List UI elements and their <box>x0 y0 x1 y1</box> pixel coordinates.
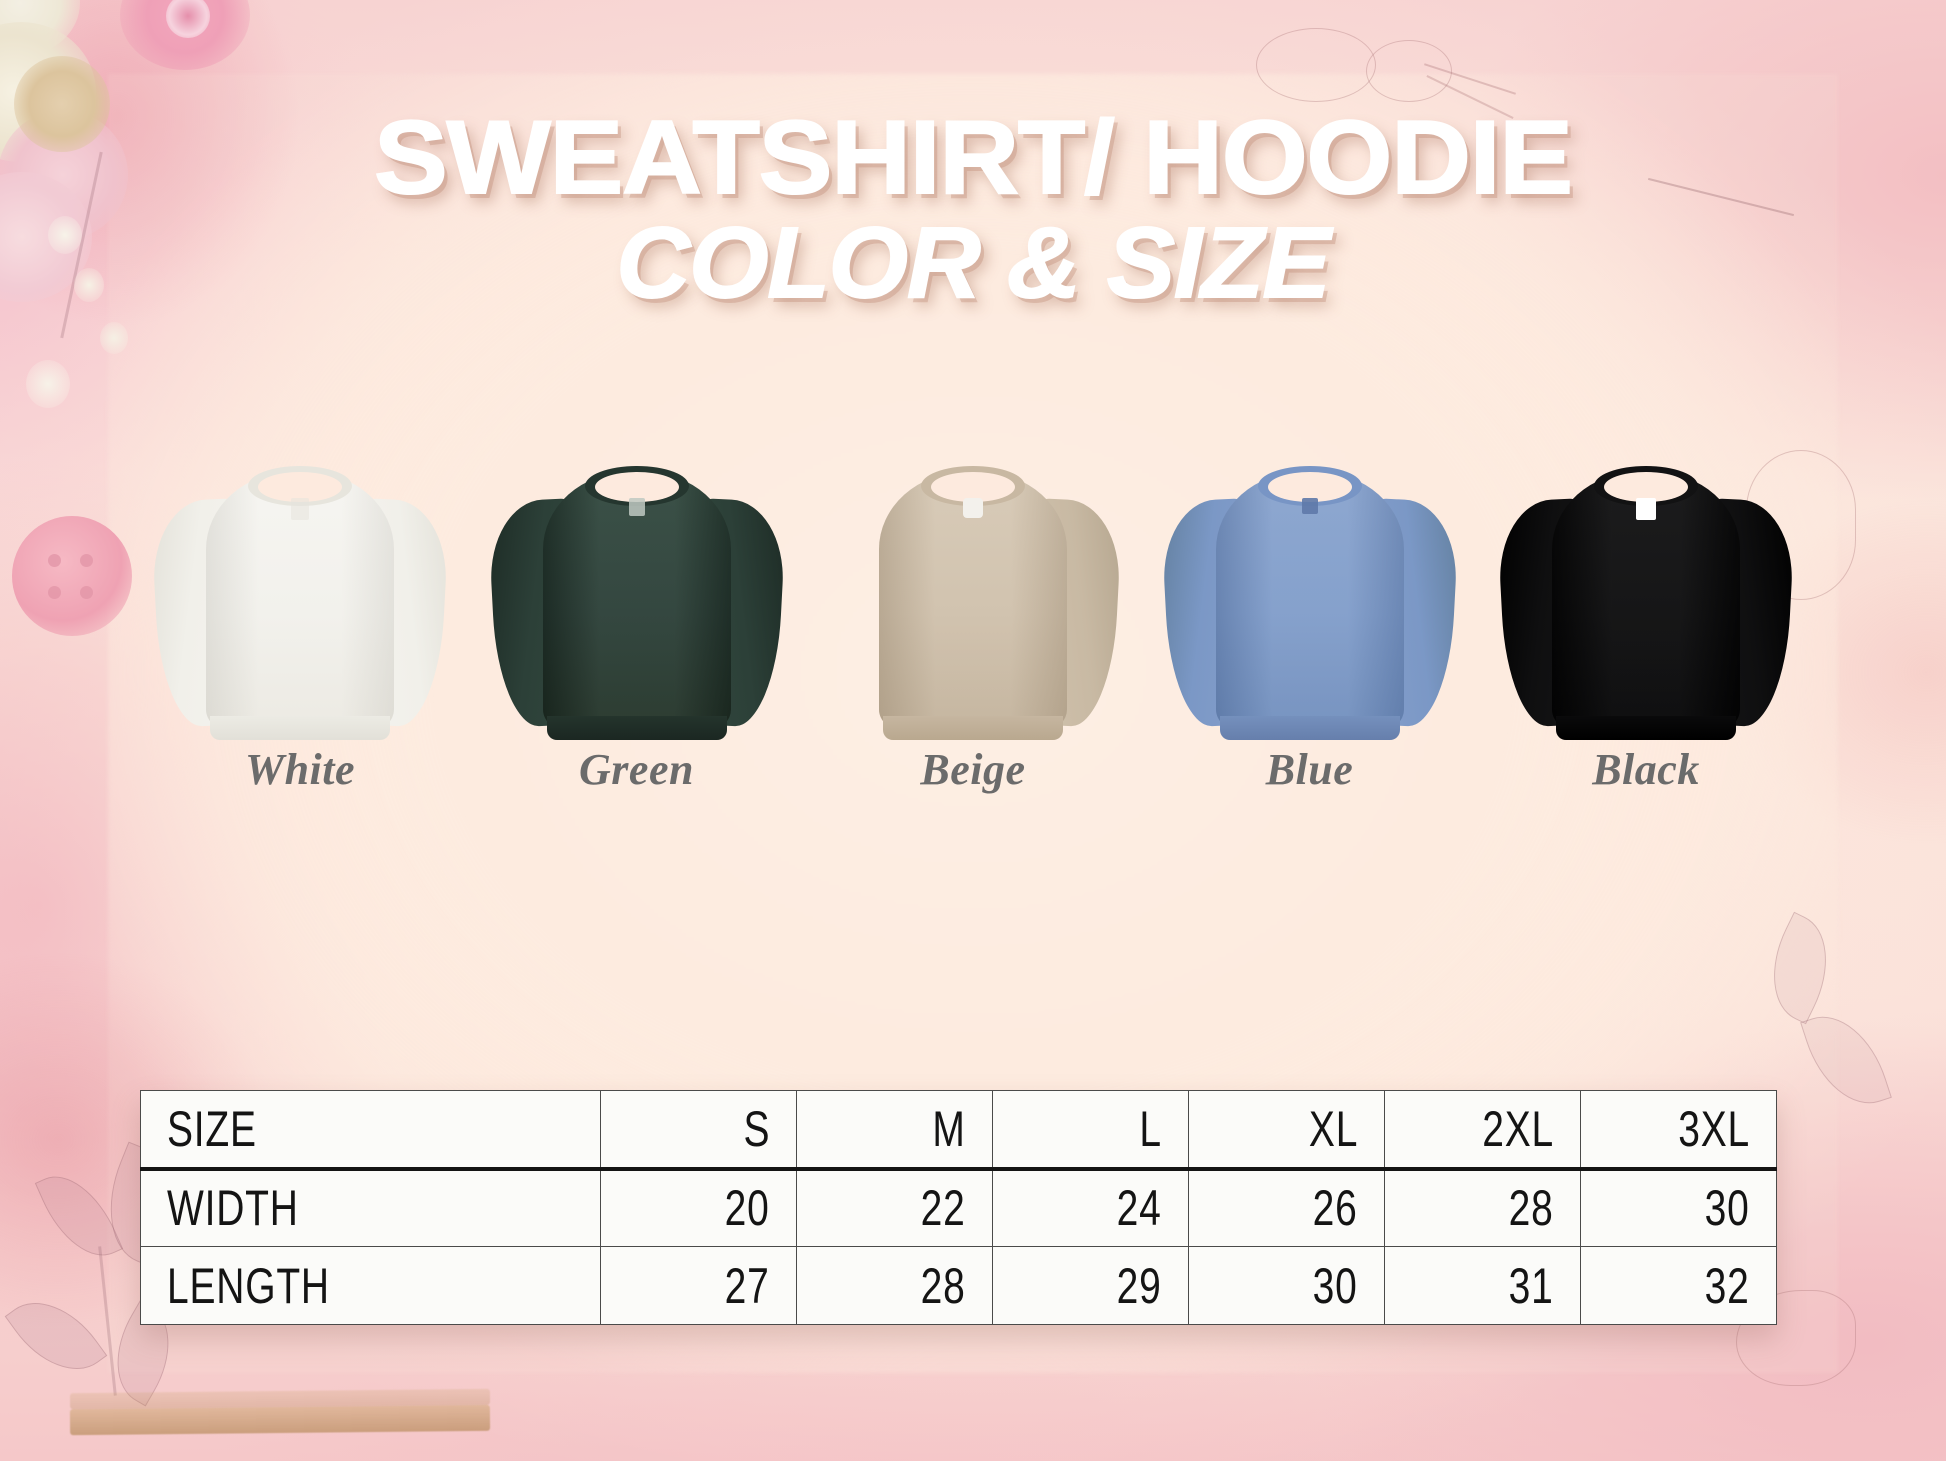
collar-inner <box>594 472 679 502</box>
swatch-label-beige: Beige <box>920 745 1026 794</box>
cell-size-l: L <box>992 1090 1189 1171</box>
collar-inner <box>1604 472 1688 502</box>
title-line-2: COLOR & SIZE <box>615 206 1331 319</box>
cell-length-label: LENGTH <box>140 1246 601 1325</box>
swatch-black[interactable]: Black <box>1496 452 1796 802</box>
cell-length-3xl: 32 <box>1580 1246 1777 1325</box>
swatch-blue[interactable]: Blue <box>1159 452 1460 802</box>
cell-size-s: S <box>600 1090 797 1171</box>
cell-size-xl: XL <box>1188 1090 1385 1171</box>
swatch-beige[interactable]: Beige <box>823 452 1123 802</box>
cell-length-m: 28 <box>796 1246 993 1325</box>
swatch-white[interactable]: White <box>150 452 450 802</box>
cell-size-2xl: 2XL <box>1384 1090 1581 1171</box>
cell-size-3xl: 3XL <box>1580 1090 1777 1171</box>
hem-ribbing <box>883 716 1063 740</box>
collar-inner <box>931 472 1015 502</box>
page-title: SWEATSHIRT/ HOODIE COLOR & SIZE <box>0 100 1946 319</box>
neck-tag <box>291 498 309 520</box>
cell-width-l: 24 <box>992 1168 1189 1247</box>
table-row-size: SIZE S M L XL 2XL 3XL <box>140 1090 1777 1171</box>
cell-width-2xl: 28 <box>1384 1168 1581 1247</box>
cell-size-label: SIZE <box>140 1090 601 1171</box>
size-table-container: SIZE S M L XL 2XL 3XL WIDTH 20 22 24 26 … <box>140 1090 1777 1325</box>
neck-tag <box>1636 498 1656 520</box>
neck-tag <box>628 498 645 516</box>
ruler-illustration <box>69 1404 491 1436</box>
swatch-label-green: Green <box>579 745 694 794</box>
neck-tag <box>1301 498 1318 514</box>
hem-ribbing <box>1556 716 1736 740</box>
swatch-label-white: White <box>244 745 356 794</box>
table-row-width: WIDTH 20 22 24 26 28 30 <box>140 1168 1777 1247</box>
size-table: SIZE S M L XL 2XL 3XL WIDTH 20 22 24 26 … <box>140 1090 1777 1325</box>
swatch-green[interactable]: Green <box>486 452 787 802</box>
cell-width-s: 20 <box>600 1168 797 1247</box>
collar-inner <box>258 472 342 502</box>
green-sweatshirt-illustration <box>486 458 787 740</box>
cell-width-3xl: 30 <box>1580 1168 1777 1247</box>
hem-ribbing <box>546 716 727 740</box>
table-row-length: LENGTH 27 28 29 30 31 32 <box>140 1246 1777 1325</box>
beige-sweatshirt-illustration <box>823 458 1123 740</box>
hem-ribbing <box>210 716 390 740</box>
blue-sweatshirt-illustration <box>1159 458 1460 740</box>
white-sweatshirt-illustration <box>150 458 450 740</box>
cell-width-m: 22 <box>796 1168 993 1247</box>
hem-ribbing <box>1219 716 1400 740</box>
cell-length-xl: 30 <box>1188 1246 1385 1325</box>
black-sweatshirt-illustration <box>1496 458 1796 740</box>
color-swatch-row: White Green <box>150 452 1796 802</box>
cell-length-2xl: 31 <box>1384 1246 1581 1325</box>
swatch-label-blue: Blue <box>1265 745 1354 794</box>
cell-width-xl: 26 <box>1188 1168 1385 1247</box>
cell-length-l: 29 <box>992 1246 1189 1325</box>
collar-inner <box>1267 472 1352 502</box>
cell-width-label: WIDTH <box>140 1168 601 1247</box>
cell-length-s: 27 <box>600 1246 797 1325</box>
cell-size-m: M <box>796 1090 993 1171</box>
swatch-label-black: Black <box>1592 745 1700 794</box>
neck-tag <box>963 498 983 518</box>
title-line-1: SWEATSHIRT/ HOODIE <box>373 100 1574 216</box>
